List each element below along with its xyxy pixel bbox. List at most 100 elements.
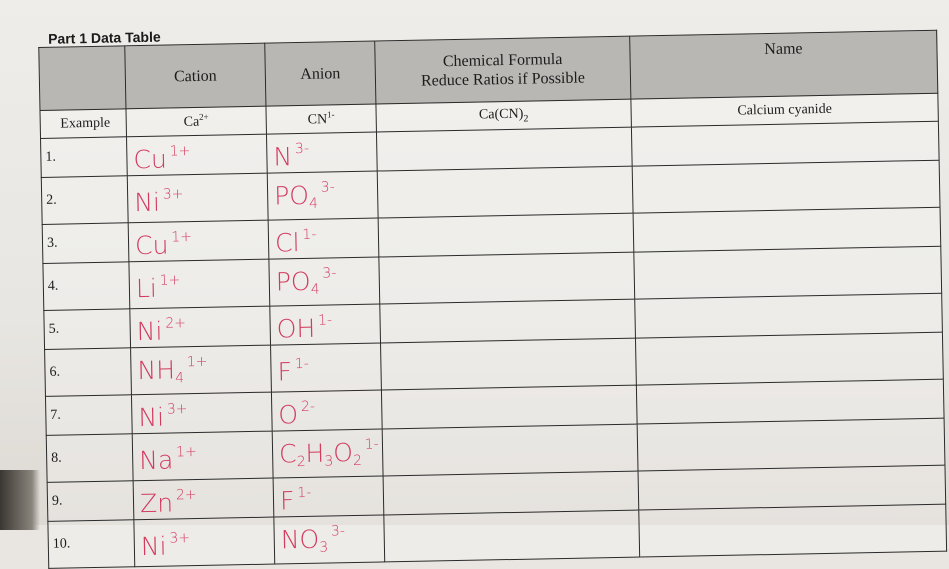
anion-subscript: 2 xyxy=(352,452,363,470)
name-cell[interactable] xyxy=(638,504,947,558)
cation-cell[interactable]: Li 1+ xyxy=(128,259,270,309)
formula-cell[interactable] xyxy=(378,252,635,304)
anion-subscript: 4 xyxy=(308,195,319,212)
anion-cell[interactable]: NO33- xyxy=(273,514,385,565)
formula-cell[interactable] xyxy=(381,385,638,429)
example-formula-sub: 2 xyxy=(523,112,529,125)
anion-charge: 1- xyxy=(317,312,333,329)
anion-cell[interactable]: PO43- xyxy=(268,256,380,307)
example-anion: CN1- xyxy=(265,104,377,135)
cation-symbol: NH xyxy=(137,355,176,386)
row-label: 3. xyxy=(42,222,129,264)
header-name: Name xyxy=(629,30,938,100)
name-cell[interactable] xyxy=(637,418,945,472)
header-row-label xyxy=(38,45,126,111)
anion-cell[interactable]: N 3- xyxy=(266,132,378,174)
anion-symbol: O xyxy=(278,400,299,430)
anion-charge: 3- xyxy=(320,179,335,196)
row-label: 2. xyxy=(41,175,129,225)
cation-cell[interactable]: Cu 1+ xyxy=(126,134,268,176)
example-formula-text: Ca(CN) xyxy=(478,106,524,123)
cation-symbol: Cu xyxy=(133,144,168,175)
anion-charge: 1- xyxy=(297,484,312,502)
cation-charge: 1+ xyxy=(159,272,181,289)
anion-symbol: Cl xyxy=(274,228,300,258)
cation-cell[interactable]: Ni 3+ xyxy=(127,173,269,223)
row-label: 8. xyxy=(46,433,134,483)
formula-cell[interactable] xyxy=(382,424,639,476)
anion-charge: 3- xyxy=(330,523,346,540)
anion-charge: 3- xyxy=(294,140,310,158)
name-cell[interactable] xyxy=(632,160,941,214)
name-cell[interactable] xyxy=(638,465,946,511)
formula-cell[interactable] xyxy=(383,471,639,515)
cation-cell[interactable]: Ni 2+ xyxy=(129,306,271,348)
example-cation-symbol: Ca xyxy=(183,114,200,131)
cation-charge: 2+ xyxy=(165,315,187,332)
anion-cell[interactable]: OH 1- xyxy=(269,303,381,346)
anion-cell[interactable]: PO43- xyxy=(267,171,379,221)
cation-cell[interactable]: Zn 2+ xyxy=(133,478,274,520)
anion-symbol: N xyxy=(273,142,293,172)
anion-cell[interactable]: F 1- xyxy=(273,475,384,518)
anion-charge: 1- xyxy=(364,436,379,453)
cation-cell[interactable]: NH41+ xyxy=(130,345,272,395)
data-table: Cation Anion Chemical Formula Reduce Rati… xyxy=(38,30,947,569)
row-label: 5. xyxy=(43,308,131,350)
cation-symbol: Li xyxy=(135,273,158,304)
row-label: 6. xyxy=(44,347,132,397)
example-cation-charge: 2+ xyxy=(199,111,209,123)
row-label: 4. xyxy=(42,261,130,311)
cation-charge: 3+ xyxy=(169,530,191,547)
formula-cell[interactable] xyxy=(376,127,633,172)
header-formula: Chemical Formula Reduce Ratios if Possibl… xyxy=(374,36,631,105)
formula-cell[interactable] xyxy=(383,510,640,562)
formula-cell[interactable] xyxy=(378,213,634,257)
anion-cell[interactable]: Cl 1- xyxy=(268,218,379,260)
anion-charge: 3- xyxy=(322,265,337,282)
name-cell[interactable] xyxy=(635,332,944,386)
formula-cell[interactable] xyxy=(377,166,634,219)
anion-symbol: PO xyxy=(273,180,310,211)
row-label: 1. xyxy=(40,136,128,178)
cation-cell[interactable]: Ni 3+ xyxy=(131,392,273,434)
anion-symbol: PO xyxy=(275,266,311,297)
anion-symbol: F xyxy=(279,486,295,516)
cation-symbol: Ni xyxy=(136,316,163,347)
name-cell[interactable] xyxy=(636,379,945,425)
header-anion: Anion xyxy=(264,41,376,107)
anion-symbol: F xyxy=(277,357,293,387)
name-cell[interactable] xyxy=(634,293,943,339)
name-cell[interactable] xyxy=(631,121,940,167)
anion-charge: 1- xyxy=(294,355,309,373)
anion-cell[interactable]: O 2- xyxy=(271,389,383,432)
anion-subscript: 4 xyxy=(310,281,320,298)
cation-symbol: Na xyxy=(138,445,174,476)
cation-symbol: Ni xyxy=(138,402,165,433)
name-cell[interactable] xyxy=(633,246,942,300)
anion-symbol: NO xyxy=(280,524,320,555)
cation-charge: 3+ xyxy=(166,401,188,418)
cation-charge: 3+ xyxy=(162,186,184,203)
formula-cell[interactable] xyxy=(380,338,637,390)
header-cation: Cation xyxy=(124,43,266,109)
anion-symbol: O xyxy=(332,438,354,468)
anion-subscript: 3 xyxy=(319,539,329,556)
anion-symbol: OH xyxy=(276,313,316,344)
header-formula-line2: Reduce Ratios if Possible xyxy=(420,69,586,90)
example-label: Example xyxy=(39,108,127,139)
example-anion-charge: 1- xyxy=(326,109,335,120)
cation-cell[interactable]: Cu 1+ xyxy=(128,220,269,262)
formula-cell[interactable] xyxy=(379,299,636,343)
anion-charge: 2- xyxy=(300,398,316,416)
anion-symbol: C xyxy=(278,439,297,469)
row-label: 9. xyxy=(47,480,134,522)
cation-charge: 2+ xyxy=(175,487,197,504)
cation-cell[interactable]: Na 1+ xyxy=(132,431,274,481)
anion-cell[interactable]: F 1- xyxy=(270,342,382,393)
cation-charge: 1+ xyxy=(175,444,197,461)
anion-cell[interactable]: C2H3O21- xyxy=(272,428,384,479)
cation-charge: 1+ xyxy=(171,229,193,246)
cation-subscript: 4 xyxy=(175,370,185,387)
name-cell[interactable] xyxy=(633,207,941,253)
